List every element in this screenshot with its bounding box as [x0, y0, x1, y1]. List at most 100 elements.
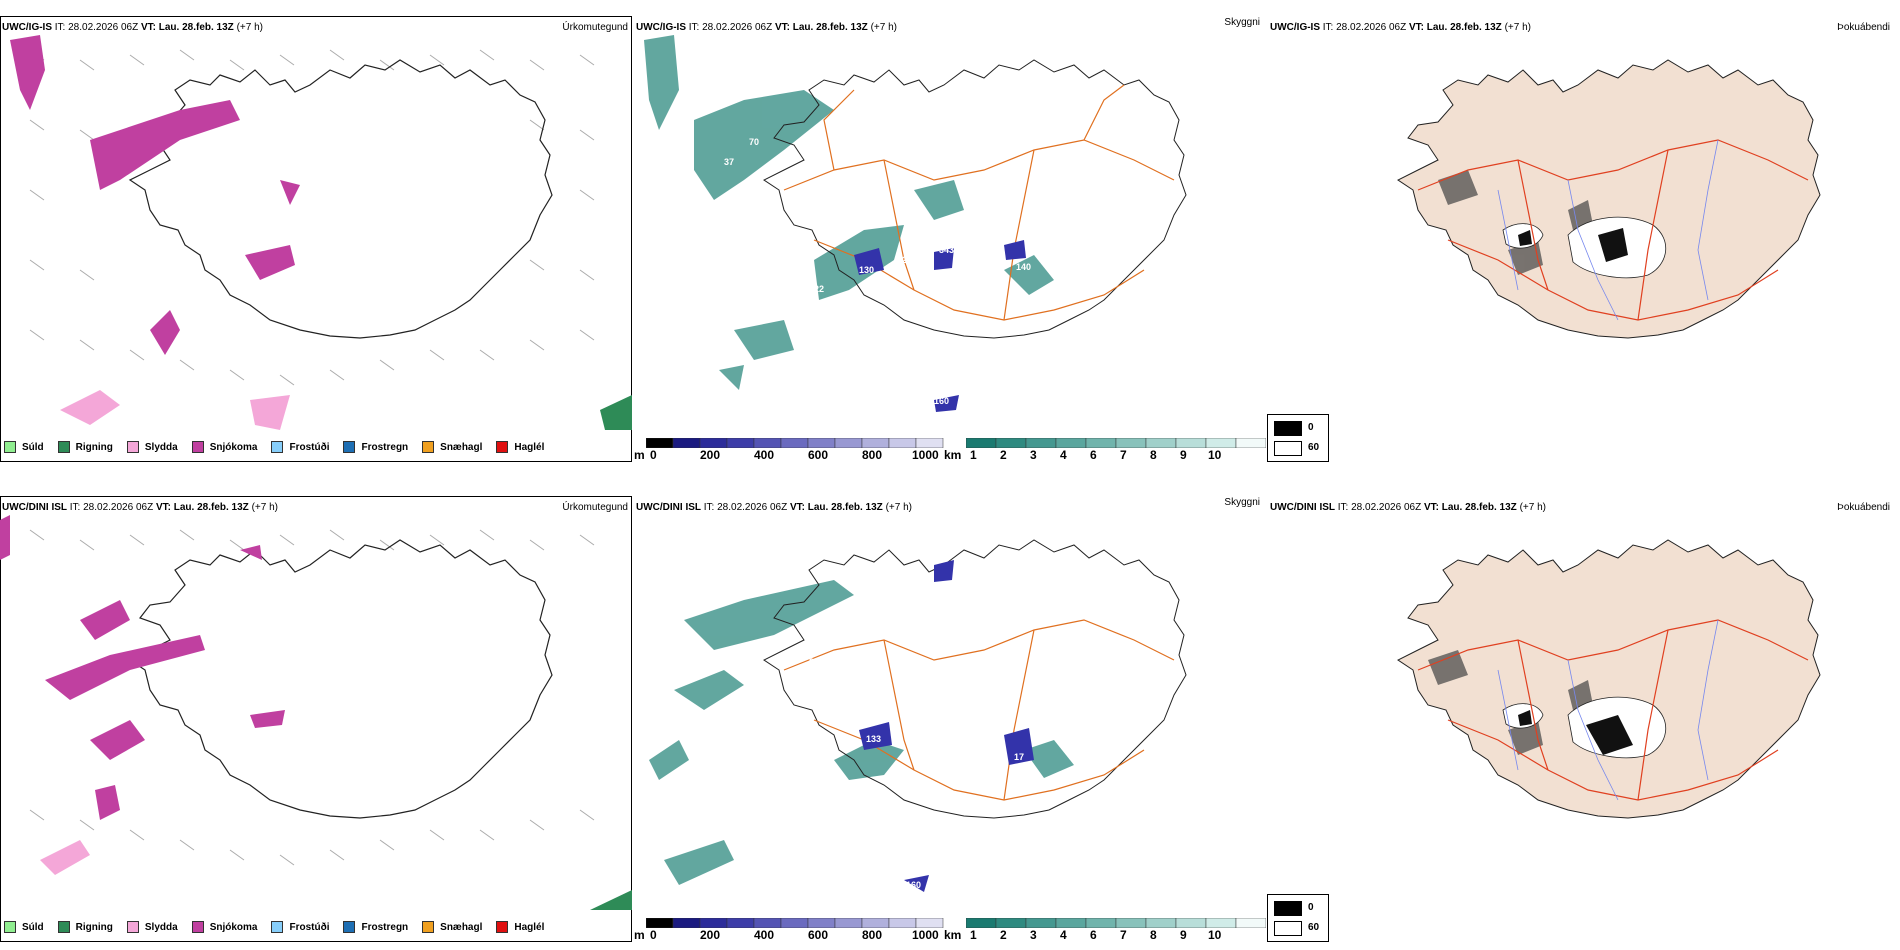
- annotation: 2: [804, 187, 809, 197]
- panel-title: Úrkomutegund: [562, 22, 628, 33]
- vt-label: VT:: [1408, 22, 1424, 33]
- snow-areas: [0, 515, 285, 820]
- panel-header: UWC/IG-IS IT: 28.02.2026 06Z VT: Lau. 28…: [636, 22, 897, 33]
- vt-label: VT:: [140, 22, 156, 33]
- panel-header: UWC/IG-IS IT: 28.02.2026 06Z VT: Lau. 28…: [2, 22, 263, 33]
- tick: 3: [1030, 928, 1037, 942]
- ceiling-colorbar: m 0 200 400 600 800 1000: [634, 438, 944, 468]
- tick: 1000: [912, 928, 939, 942]
- precip-map: [0, 515, 632, 910]
- it-value: 28.02.2026 06Z: [68, 22, 139, 33]
- fog-core: [1518, 710, 1633, 755]
- precip-legend: Súld Rigning Slydda Snjókoma Frostúði Fr…: [4, 918, 558, 936]
- precip-map: [10, 35, 632, 430]
- panel-title: Þokuábendi: [1837, 22, 1890, 33]
- tick: 6: [1090, 928, 1097, 942]
- lead-time: (+7 h): [236, 22, 263, 33]
- annotation: 86: [766, 707, 776, 717]
- fog-map: [1397, 59, 1821, 339]
- vt-value: Lau. 28.feb. 13Z: [807, 502, 883, 513]
- cloud-annotations: 37 70 2 230 67 285 130 343 161 140 122 2…: [722, 137, 1031, 406]
- annotation: 160: [906, 880, 921, 890]
- legend-item-snow: Snjókoma: [191, 918, 257, 936]
- visibility-unit: km: [944, 928, 962, 942]
- vt-value: Lau. 28.feb. 13Z: [792, 22, 868, 33]
- legend-item-hail: Haglél: [496, 918, 544, 936]
- legend-item-rain: Rigning: [57, 438, 113, 456]
- road-network: [1417, 139, 1809, 321]
- tick: 200: [700, 448, 721, 462]
- annotation: 343: [939, 245, 954, 255]
- cloud-map: 832 86 133 17 160: [649, 539, 1187, 892]
- annotation: 37: [724, 157, 734, 167]
- vt-label: VT:: [155, 502, 171, 513]
- sleet-areas: [40, 840, 90, 875]
- annotation: 133: [866, 734, 881, 744]
- vt-label: VT:: [789, 502, 805, 513]
- snow-areas: [10, 35, 300, 355]
- wind-barbs: [29, 529, 595, 866]
- annotation: 70: [749, 137, 759, 147]
- lead-time: (+7 h): [885, 502, 912, 513]
- vt-label: VT:: [774, 22, 790, 33]
- sleet-areas: [60, 390, 290, 430]
- lead-time: (+7 h): [870, 22, 897, 33]
- tick: 1: [970, 448, 977, 462]
- row-top: UWC/IG-IS IT: 28.02.2026 06Z VT: Lau. 28…: [0, 0, 1900, 470]
- legend-item-sleet: Slydda: [126, 438, 178, 456]
- fog-legend-swatch: [1274, 441, 1302, 456]
- legend-item-freezing-rain: Frostregn: [343, 438, 408, 456]
- lead-time: (+7 h): [1519, 502, 1546, 513]
- rain-areas: [590, 890, 632, 910]
- tick: 8: [1150, 448, 1157, 462]
- annotation: 140: [1016, 262, 1031, 272]
- model-name: UWC/IG-IS: [1270, 22, 1320, 33]
- fog-panel: UWC/IG-IS IT: 28.02.2026 06Z VT: Lau. 28…: [1268, 0, 1900, 470]
- legend-item-hail: Haglél: [496, 438, 544, 456]
- cloud-panel: UWC/DINI ISL IT: 28.02.2026 06Z VT: Lau.…: [634, 480, 1268, 950]
- panel-title: Skyggni: [1224, 17, 1260, 28]
- lead-time: (+7 h): [251, 502, 278, 513]
- vt-value: Lau. 28.feb. 13Z: [173, 502, 249, 513]
- lead-time: (+7 h): [1504, 22, 1531, 33]
- annotation: 285: [902, 255, 917, 265]
- tick: 7: [1120, 928, 1127, 942]
- fog-legend-label: 60: [1308, 922, 1320, 933]
- visibility-colorbar-swatches: [966, 918, 1266, 928]
- tick: 0: [650, 928, 657, 942]
- precip-panel: UWC/IG-IS IT: 28.02.2026 06Z VT: Lau. 28…: [0, 0, 634, 470]
- tick: 600: [808, 448, 829, 462]
- fog-legend: 0 60: [1267, 894, 1329, 942]
- tick: 200: [700, 928, 721, 942]
- visibility-areas: [644, 35, 1054, 390]
- model-name: UWC/IG-IS: [2, 22, 52, 33]
- annotation: 160: [934, 396, 949, 406]
- fog-legend-swatch: [1274, 901, 1302, 916]
- panel-title: Skyggni: [1224, 497, 1260, 508]
- fog-core: [1518, 228, 1628, 262]
- wind-barbs: [29, 49, 595, 386]
- legend-item-drizzle: Súld: [4, 438, 44, 456]
- visibility-colorbar: km 1 2 3 4 6 7 8 9 10: [944, 918, 1266, 948]
- legend-item-graupel: Snæhagl: [422, 918, 482, 936]
- visibility-areas: [649, 580, 1074, 885]
- it-value: 28.02.2026 06Z: [702, 22, 773, 33]
- annotation: 161: [924, 270, 939, 280]
- cloud-annotations: 832 86 133 17 160: [766, 657, 1024, 890]
- it-value: 28.02.2026 06Z: [83, 502, 154, 513]
- tick: 8: [1150, 928, 1157, 942]
- panel-title: Þokuábendi: [1837, 502, 1890, 513]
- ceiling-unit: m: [634, 928, 645, 942]
- annotation: 67: [764, 227, 774, 237]
- cloud-panel: UWC/IG-IS IT: 28.02.2026 06Z VT: Lau. 28…: [634, 0, 1268, 470]
- annotation: 122: [809, 284, 824, 294]
- vt-value: Lau. 28.feb. 13Z: [1441, 502, 1517, 513]
- panel-header: UWC/IG-IS IT: 28.02.2026 06Z VT: Lau. 28…: [1270, 22, 1531, 33]
- ceiling-colorbar-swatches: [646, 918, 944, 928]
- fog-legend-label: 60: [1308, 442, 1320, 453]
- legend-item-snow: Snjókoma: [191, 438, 257, 456]
- legend-item-freezing-rain: Frostregn: [343, 918, 408, 936]
- tick: 1: [970, 928, 977, 942]
- legend-item-graupel: Snæhagl: [422, 438, 482, 456]
- panel-header: UWC/DINI ISL IT: 28.02.2026 06Z VT: Lau.…: [636, 502, 912, 513]
